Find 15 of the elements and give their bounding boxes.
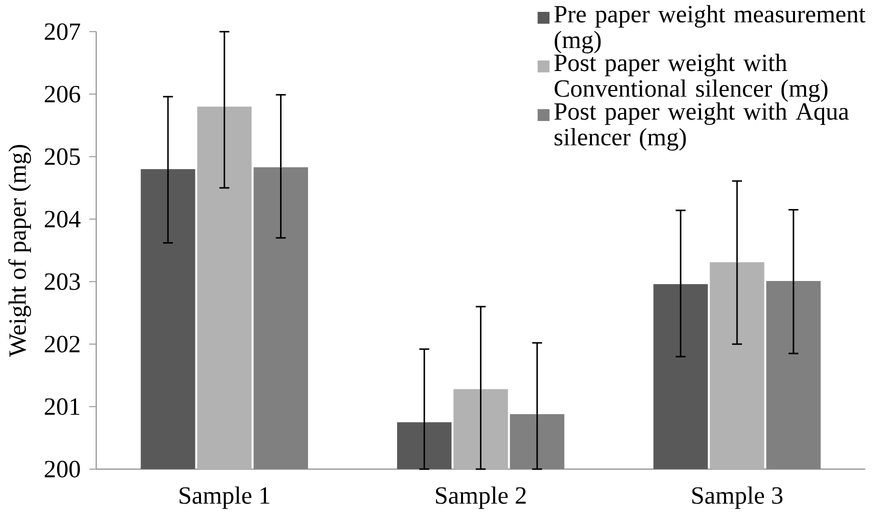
y-tick-label: 201 (44, 398, 80, 415)
y-tick-label: 205 (44, 148, 80, 165)
legend-label: Post paper weight with Aqua silencer (mg) (554, 102, 849, 151)
y-tick-label: 204 (44, 210, 80, 228)
y-tick-label: 203 (44, 273, 80, 290)
y-tick-label: 202 (44, 336, 80, 352)
y-tick-label: 200 (44, 460, 80, 478)
x-tick-label: Sample 3 (692, 486, 782, 509)
x-tick-label: Sample 2 (436, 486, 526, 509)
legend-label: Post paper weight with Conventional silencer (mg) (554, 54, 828, 102)
y-tick-label: 206 (44, 86, 80, 102)
legend-label: Pre paper weight measurement (mg) (554, 5, 866, 54)
x-tick-label: Sample 1 (180, 486, 270, 509)
y-axis-title: Weight of paper (mg) (8, 144, 32, 357)
y-tick-label: 207 (44, 23, 80, 40)
